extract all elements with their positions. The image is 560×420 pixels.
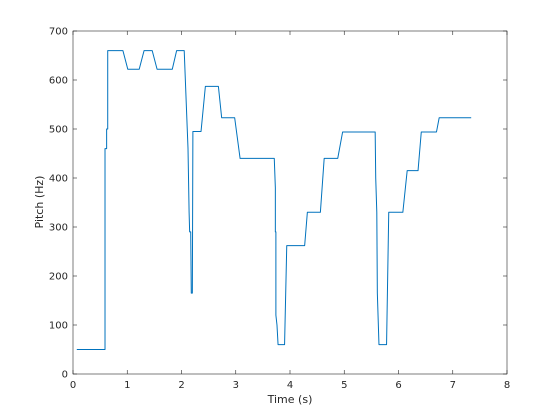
x-tick-label: 7 — [450, 380, 456, 391]
y-tick-label: 200 — [49, 272, 68, 283]
x-tick-label: 4 — [287, 380, 293, 391]
pitch-series-line — [76, 50, 472, 350]
y-axis-label: Pitch (Hz) — [33, 176, 46, 229]
x-tick-label: 1 — [124, 380, 130, 391]
x-axis-label: Time (s) — [267, 393, 313, 406]
y-tick-label: 0 — [62, 370, 68, 381]
plot-frame — [72, 30, 508, 375]
plot-background — [73, 31, 507, 374]
y-tick-label: 700 — [49, 27, 68, 38]
x-tick-label: 2 — [178, 380, 184, 391]
x-tick-label: 8 — [504, 380, 510, 391]
x-tick-label: 6 — [395, 380, 401, 391]
y-tick-label: 400 — [49, 174, 68, 185]
x-tick-label: 0 — [70, 380, 76, 391]
x-axis-ticks: 0 1 2 3 4 5 6 7 8 — [70, 31, 510, 391]
y-tick-label: 300 — [49, 223, 68, 234]
y-tick-label: 100 — [49, 321, 68, 332]
x-tick-label: 5 — [341, 380, 347, 391]
y-tick-label: 500 — [49, 125, 68, 136]
y-tick-label: 600 — [49, 76, 68, 87]
x-tick-label: 3 — [233, 380, 239, 391]
